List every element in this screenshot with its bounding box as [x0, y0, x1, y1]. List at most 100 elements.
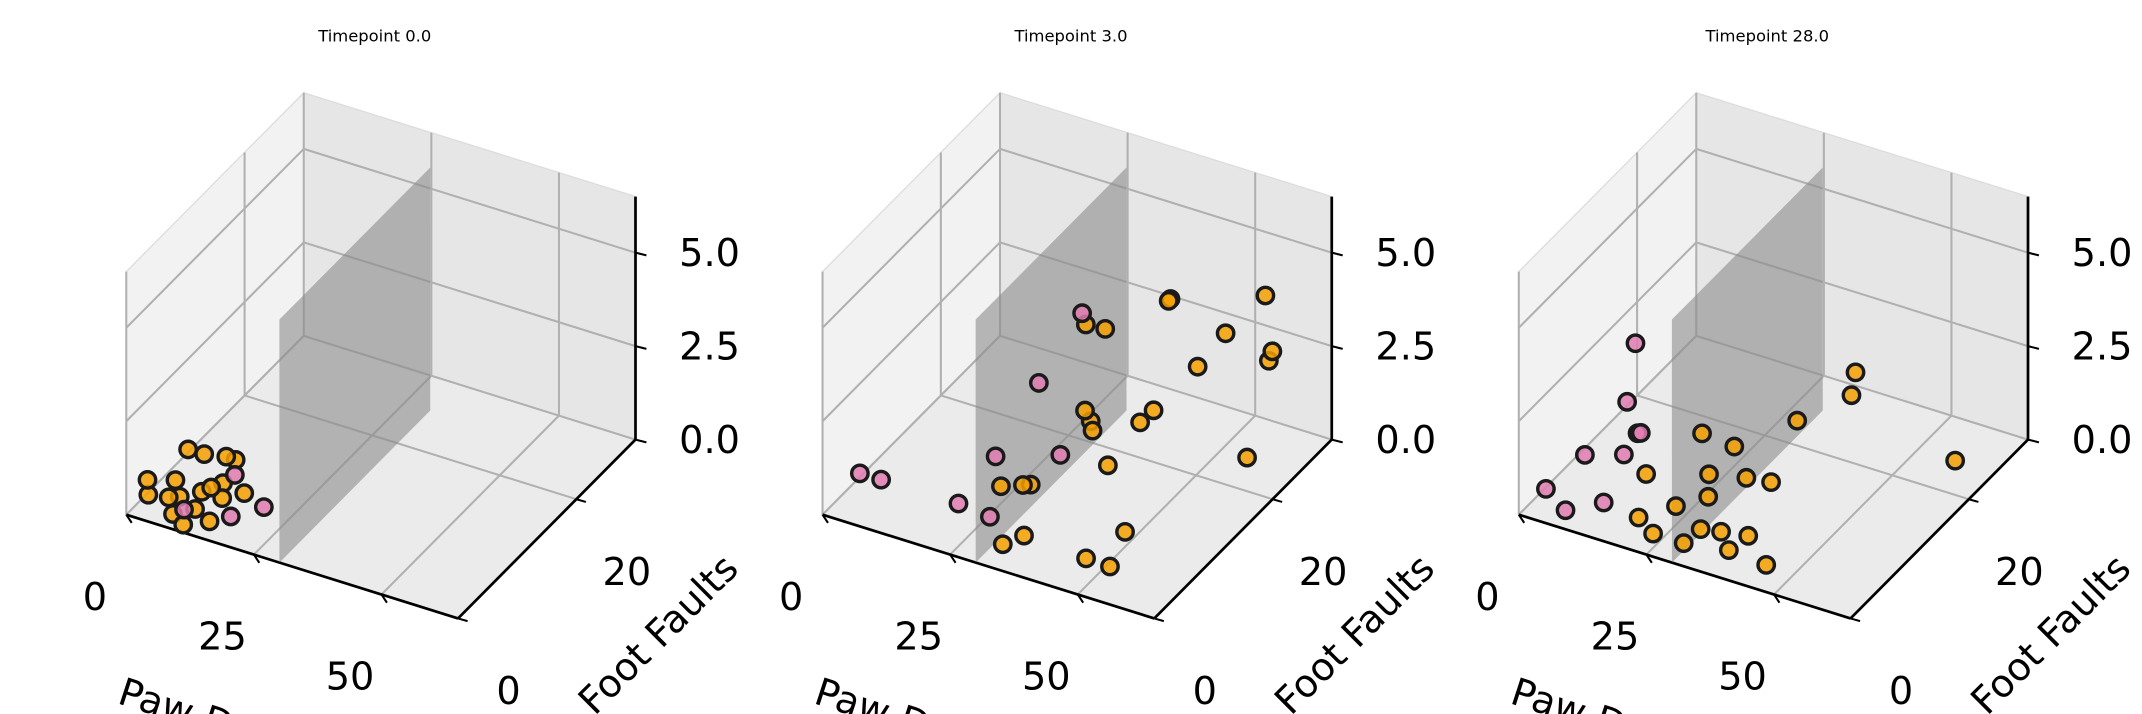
data-point — [992, 534, 1013, 555]
y-tick-label: 0 — [1193, 670, 1217, 714]
data-point — [985, 446, 1006, 467]
data-point — [1690, 519, 1711, 540]
data-point — [165, 470, 186, 491]
data-point — [1013, 475, 1033, 495]
data-point — [1738, 525, 1759, 546]
data-point — [178, 439, 199, 460]
grid-line — [1695, 147, 2029, 254]
y-tick-label: 0 — [496, 670, 520, 714]
decision-plane — [1671, 167, 1823, 563]
axis-line — [1153, 438, 1333, 620]
tick-mark — [1850, 617, 1861, 623]
grid-line — [1773, 414, 1953, 596]
tick-mark — [1331, 345, 1343, 350]
data-point — [1050, 444, 1071, 465]
x-tick-label: 0 — [83, 576, 107, 620]
data-point — [216, 446, 237, 467]
data-point — [1262, 341, 1283, 362]
x-tick-label: 50 — [1022, 656, 1071, 700]
y-tick-label: 20 — [1995, 551, 2044, 595]
z-tick-label: 0.0 — [1375, 419, 1436, 463]
data-point — [1625, 333, 1646, 354]
axis-line — [1849, 438, 2029, 620]
tick-mark — [1272, 498, 1283, 503]
data-point — [1845, 362, 1866, 383]
data-point — [1724, 436, 1745, 457]
data-point — [1617, 391, 1638, 412]
data-point — [1237, 447, 1257, 468]
data-point — [1718, 540, 1739, 561]
subplot: 0 25 50 0 20 0.0 2.5 5.0 Timepoint 3.0 Paw Drag Fo… — [779, 26, 1444, 714]
data-point — [849, 463, 870, 484]
data-point — [220, 506, 241, 527]
chart-title: Timepoint 28.0 — [1705, 26, 1830, 45]
grid-line — [380, 414, 560, 596]
decision-plane — [279, 167, 431, 563]
data-point — [1945, 450, 1966, 471]
tick-mark — [1968, 498, 1979, 503]
data-point — [1666, 496, 1686, 516]
data-point — [253, 497, 274, 517]
z-tick-label: 5.0 — [2072, 232, 2133, 276]
axis-line — [1518, 513, 1851, 620]
grid-line — [125, 148, 305, 329]
chart-title: Timepoint 3.0 — [1013, 26, 1127, 45]
x-axis-label: Paw Drag — [113, 671, 299, 714]
z-tick-label: 2.5 — [679, 325, 740, 369]
data-point — [1711, 521, 1731, 542]
grid-line — [821, 241, 1001, 422]
z-tick-label: 0.0 — [2072, 419, 2133, 463]
data-point — [1028, 373, 1049, 393]
data-point — [1115, 521, 1135, 542]
data-point — [948, 493, 969, 514]
y-tick-label: 20 — [1299, 551, 1348, 595]
data-point — [991, 476, 1011, 497]
data-point — [980, 506, 1000, 527]
data-point — [158, 487, 179, 508]
tick-mark — [2027, 438, 2040, 444]
tick-mark — [635, 251, 647, 257]
data-point — [1158, 290, 1179, 311]
data-point — [1787, 410, 1808, 431]
tick-mark — [457, 617, 468, 623]
y-axis-label: Foot Faults — [571, 547, 748, 714]
axis-line — [457, 438, 637, 620]
data-point — [1075, 400, 1095, 421]
data-point — [1072, 303, 1093, 324]
data-point — [1130, 412, 1151, 433]
x-axis-label: Paw Drag — [809, 671, 995, 714]
data-point — [199, 511, 220, 532]
x-tick-label: 0 — [779, 576, 803, 620]
data-point — [1215, 323, 1236, 344]
tick-mark — [1331, 438, 1343, 444]
grid-line — [125, 241, 305, 422]
x-axis-label: Paw Drag — [1506, 671, 1692, 714]
tick-mark — [2027, 251, 2040, 257]
x-tick-label: 50 — [326, 656, 375, 700]
data-point — [1143, 400, 1164, 421]
tick-mark — [635, 438, 647, 444]
subplot: 0 25 50 0 20 0.0 2.5 5.0 Timepoint 0.0 Paw Drag Fo… — [83, 26, 748, 714]
data-point — [1575, 444, 1595, 465]
tick-mark — [635, 345, 647, 350]
data-point — [1756, 554, 1777, 575]
data-point — [1628, 507, 1649, 528]
y-axis-label: Foot Faults — [1963, 547, 2140, 714]
z-tick-label: 2.5 — [1375, 325, 1436, 369]
data-point — [234, 483, 255, 504]
x-tick-label: 25 — [198, 616, 247, 660]
data-point — [1555, 500, 1576, 521]
data-point — [1095, 319, 1116, 339]
z-tick-label: 2.5 — [2072, 325, 2133, 369]
chart-title: Timepoint 0.0 — [317, 26, 431, 45]
x-tick-label: 0 — [1475, 576, 1499, 620]
grid-line — [1518, 148, 1697, 329]
data-point — [1100, 556, 1120, 577]
z-tick-label: 5.0 — [1375, 232, 1436, 276]
tick-mark — [1153, 617, 1165, 623]
grid-line — [999, 147, 1333, 254]
z-tick-label: 5.0 — [679, 232, 740, 276]
data-point — [1692, 423, 1712, 444]
data-point — [1082, 420, 1103, 441]
